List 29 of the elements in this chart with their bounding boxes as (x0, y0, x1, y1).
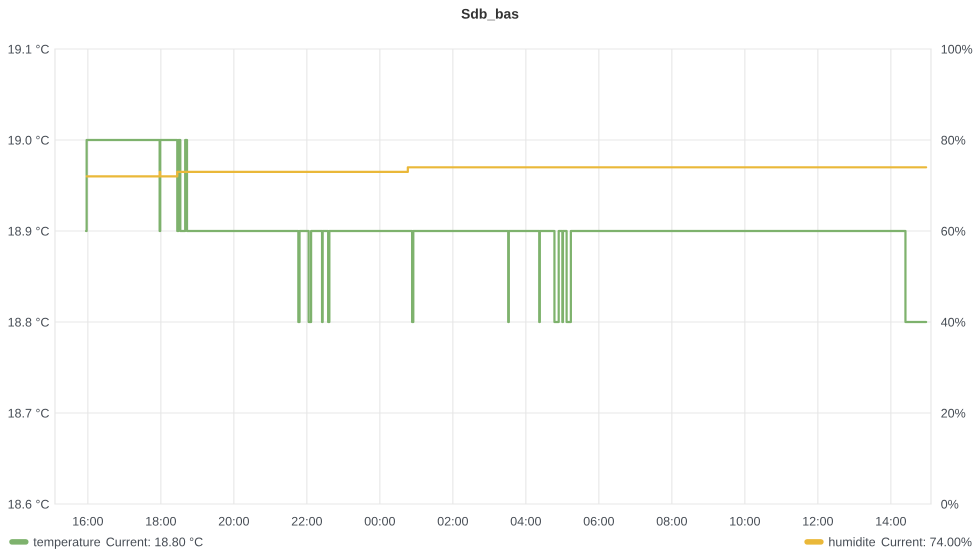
y2-tick-label: 20% (941, 408, 966, 418)
x-tick-label: 18:00 (146, 516, 176, 526)
y-tick-label: 18.7 °C (8, 408, 49, 418)
y-tick-label: 18.9 °C (8, 226, 49, 236)
y2-tick-label: 0% (941, 500, 958, 509)
x-tick-label: 16:00 (73, 516, 104, 526)
chart-title: Sdb_bas (461, 8, 518, 20)
x-tick-label: 06:00 (584, 516, 614, 526)
legend-label: temperature (33, 538, 100, 549)
x-tick-label: 22:00 (292, 516, 322, 526)
x-tick-label: 10:00 (730, 516, 760, 526)
x-tick-label: 20:00 (218, 516, 250, 526)
y-tick-label: 18.8 °C (8, 318, 49, 327)
y-tick-label: 18.6 °C (8, 500, 49, 509)
y2-tick-label: 40% (941, 318, 966, 327)
x-tick-label: 12:00 (803, 516, 834, 526)
legend-label: humidite (829, 537, 876, 546)
x-tick-label: 02:00 (438, 516, 468, 526)
y2-tick-label: 60% (941, 226, 966, 236)
text: Current: 74.00% (882, 538, 972, 546)
x-tick-label: 14:00 (876, 516, 906, 526)
y-tick-label: 19.0 °C (8, 136, 49, 145)
x-tick-label: 04:00 (510, 516, 542, 526)
x-tick-label: 00:00 (364, 516, 396, 526)
x-tick-label: 08:00 (656, 516, 688, 526)
y2-tick-label: 100% (942, 44, 972, 54)
y-tick-label: 19.1 °C (8, 44, 49, 54)
y2-tick-label: 80% (941, 136, 966, 145)
text: Current: 18.80 °C (106, 538, 203, 546)
